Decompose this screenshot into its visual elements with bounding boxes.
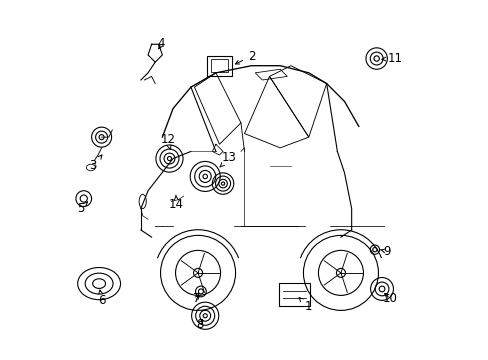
Text: 7: 7 <box>192 292 200 305</box>
Text: 9: 9 <box>380 245 390 258</box>
Bar <box>206 56 231 76</box>
Text: 5: 5 <box>77 202 87 215</box>
Text: 11: 11 <box>381 52 402 65</box>
Text: 4: 4 <box>158 37 165 50</box>
Text: 13: 13 <box>220 151 237 167</box>
Text: 3: 3 <box>89 155 102 172</box>
Text: 6: 6 <box>98 290 105 307</box>
Text: 14: 14 <box>169 195 184 211</box>
Text: 2: 2 <box>235 50 255 64</box>
Text: 10: 10 <box>382 292 397 305</box>
Bar <box>279 283 309 306</box>
Text: 8: 8 <box>196 318 203 331</box>
Bar <box>210 59 228 72</box>
Text: 12: 12 <box>160 134 175 149</box>
Text: 1: 1 <box>299 298 312 313</box>
